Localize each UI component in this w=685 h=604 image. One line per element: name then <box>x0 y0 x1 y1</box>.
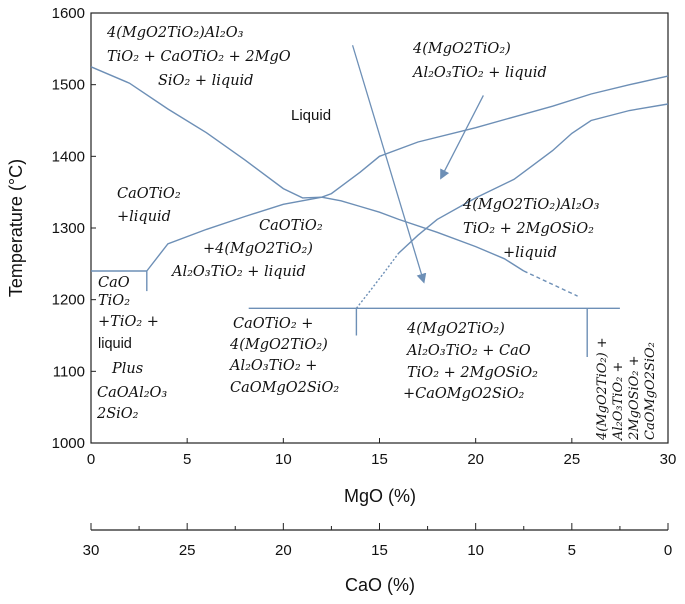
x-tick-label: 15 <box>371 451 388 468</box>
region-line: CaOMgO2SiO₂ <box>230 380 339 396</box>
region-line: +liquid <box>117 209 171 225</box>
x-tick-label: 30 <box>660 451 677 468</box>
region-line: CaOAl₂O₃ <box>97 385 167 401</box>
region-line: 4(MgO2TiO₂) + <box>595 337 610 441</box>
x-axis-title: MgO (%) <box>344 486 416 506</box>
region-line: TiO₂ + 2MgOSiO₂ <box>463 221 594 237</box>
annotation-arrow-0 <box>351 45 427 284</box>
y-tick-label: 1200 <box>52 292 85 309</box>
y-tick-label: 1300 <box>52 220 85 237</box>
region-line: SiO₂ + liquid <box>158 73 253 89</box>
secondary-x-tick-label: 0 <box>664 542 672 559</box>
y-tick-label: 1100 <box>53 363 85 380</box>
region-line: CaO <box>98 275 130 291</box>
annotation-arrow-1 <box>440 95 484 180</box>
region-label-lower-right: 4(MgO2TiO₂) Al₂O₃TiO₂ + CaO TiO₂ + 2MgOS… <box>403 321 543 402</box>
x-tick-label: 5 <box>183 451 191 468</box>
region-line: Al₂O₃TiO₂ + <box>611 362 626 441</box>
region-label-top-right: 4(MgO2TiO₂) Al₂O₃TiO₂ + liquid <box>411 41 547 81</box>
secondary-x-tick-label: 30 <box>83 542 100 559</box>
x-tick-label: 0 <box>87 451 95 468</box>
secondary-x-tick-label: 25 <box>179 542 196 559</box>
secondary-x-tick-label: 20 <box>275 542 292 559</box>
y-tick-label: 1500 <box>52 77 85 94</box>
region-line: +liquid <box>503 245 557 261</box>
region-line: CaOMgO2SiO₂ <box>643 342 658 440</box>
annotation-arrows <box>351 45 484 284</box>
region-line: 2MgOSiO₂ + <box>627 355 642 441</box>
phase-boundary-4 <box>355 252 400 309</box>
secondary-x-tick-label: 5 <box>568 542 576 559</box>
x-tick-label: 20 <box>467 451 484 468</box>
y-axis-title: Temperature (°C) <box>6 159 26 297</box>
secondary-x-axis-ticks: 30 25 20 15 10 5 0 <box>83 523 672 559</box>
y-tick-label: 1600 <box>52 5 85 22</box>
region-line: 4(MgO2TiO₂)Al₂O₃ <box>106 25 244 41</box>
x-tick-label: 25 <box>563 451 580 468</box>
y-axis-ticks: 1000 1100 1200 1300 1400 1500 1600 <box>52 5 96 452</box>
region-line: CaOTiO₂ <box>117 186 181 202</box>
region-line: 4(MgO2TiO₂) <box>406 321 505 337</box>
phase-boundary-1 <box>523 270 578 297</box>
region-line: +TiO₂ + <box>98 314 159 330</box>
region-label-left-low: CaO TiO₂ +TiO₂ + liquid Plus CaOAl₂O₃ 2S… <box>96 275 172 422</box>
region-line: Plus <box>111 361 143 377</box>
region-line: 4(MgO2TiO₂) <box>229 337 328 353</box>
region-line: CaOTiO₂ <box>259 218 323 234</box>
secondary-x-axis-title: CaO (%) <box>345 575 415 595</box>
y-tick-label: 1400 <box>52 148 85 165</box>
phase-boundary-3 <box>398 103 669 254</box>
region-line: TiO₂ + 2MgOSiO₂ <box>407 365 538 381</box>
x-tick-label: 10 <box>275 451 292 468</box>
secondary-x-tick-label: 15 <box>371 542 388 559</box>
region-line: TiO₂ + CaOTiO₂ + 2MgO <box>107 49 291 65</box>
region-label-rotated: 4(MgO2TiO₂) + Al₂O₃TiO₂ + 2MgOSiO₂ + CaO… <box>595 337 658 441</box>
phase-boundary-0 <box>90 66 525 272</box>
y-tick-label: 1000 <box>52 435 85 452</box>
region-label-right: 4(MgO2TiO₂)Al₂O₃ TiO₂ + 2MgOSiO₂ +liquid <box>462 197 604 261</box>
region-line: 2SiO₂ <box>96 406 139 422</box>
region-line: +CaOMgO2SiO₂ <box>403 386 524 402</box>
region-label-lower-center: CaOTiO₂ + 4(MgO2TiO₂) Al₂O₃TiO₂ + CaOMgO… <box>228 316 339 396</box>
phase-boundaries <box>90 66 669 357</box>
region-line: Al₂O₃TiO₂ + CaO <box>405 343 531 359</box>
region-line: +4(MgO2TiO₂) <box>203 241 313 257</box>
region-label-center: CaOTiO₂ +4(MgO2TiO₂) Al₂O₃TiO₂ + liquid <box>170 218 327 280</box>
region-line: 4(MgO2TiO₂) <box>412 41 511 57</box>
region-line: liquid <box>98 336 132 352</box>
region-line: TiO₂ <box>98 293 130 309</box>
region-line: Al₂O₃TiO₂ + liquid <box>411 65 547 81</box>
phase-boundary-2 <box>146 75 669 272</box>
region-line: Al₂O₃TiO₂ + <box>228 358 317 374</box>
region-label-liquid: Liquid <box>291 107 331 124</box>
region-line: CaOTiO₂ + <box>233 316 313 332</box>
region-line: 4(MgO2TiO₂)Al₂O₃ <box>462 197 600 213</box>
region-label-caotio2-liquid: CaOTiO₂ +liquid <box>117 186 185 225</box>
region-line: Al₂O₃TiO₂ + liquid <box>170 264 306 280</box>
region-label-top-left: 4(MgO2TiO₂)Al₂O₃ TiO₂ + CaOTiO₂ + 2MgO S… <box>106 25 295 89</box>
x-axis-ticks: 0 5 10 15 20 25 30 <box>87 438 677 468</box>
secondary-x-tick-label: 10 <box>467 542 484 559</box>
